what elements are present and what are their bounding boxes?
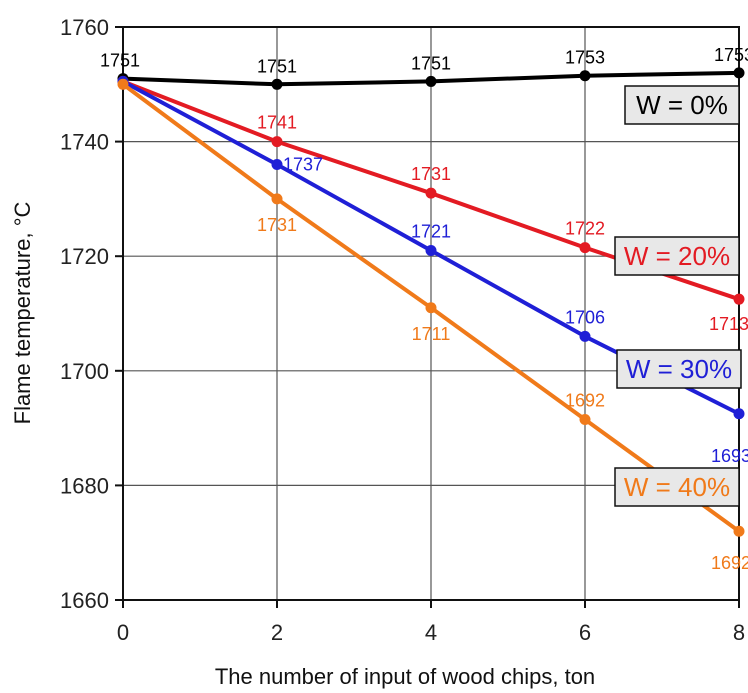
- legend-item-w40: W = 40%: [614, 467, 740, 507]
- legend-item-w0: W = 0%: [624, 85, 740, 125]
- x-axis-ticks: 0 2 4 6 8: [117, 600, 745, 645]
- legend-label: W = 40%: [624, 472, 730, 502]
- legend-label: W = 30%: [626, 354, 732, 384]
- data-label: 1711: [412, 324, 451, 344]
- y-axis-ticks: 1660 1680 1700 1720 1740 1760: [60, 15, 123, 613]
- y-axis-title: Flame temperature, °C: [10, 202, 35, 425]
- data-labels: 1751 1751 1751 1753 1753 1741 1731 1722 1713 1737…: [100, 45, 748, 573]
- data-label: 1692: [565, 391, 605, 411]
- data-label: 1692: [711, 553, 748, 573]
- data-point: [117, 78, 129, 90]
- data-point: [733, 525, 745, 537]
- data-label: 1751: [257, 56, 297, 76]
- y-tick-label: 1720: [60, 244, 109, 269]
- x-tick-label: 8: [733, 620, 745, 645]
- y-tick-label: 1660: [60, 588, 109, 613]
- data-label: 1753: [714, 45, 748, 65]
- x-tick-label: 2: [271, 620, 283, 645]
- data-point: [579, 70, 591, 82]
- data-point: [733, 67, 745, 79]
- legend-item-w30: W = 30%: [616, 349, 742, 389]
- x-axis-title: The number of input of wood chips, ton: [215, 664, 595, 689]
- data-point: [579, 242, 591, 254]
- data-point: [733, 293, 745, 305]
- data-label: 1751: [411, 53, 451, 73]
- legend-item-w20: W = 20%: [614, 236, 740, 276]
- data-label: 1713: [709, 314, 748, 334]
- data-label: 1751: [100, 51, 140, 71]
- data-label: 1693: [711, 446, 748, 466]
- legend-labels: W = 0% W = 20% W = 30% W = 40%: [614, 85, 742, 507]
- data-point: [425, 75, 437, 87]
- data-label: 1753: [565, 48, 605, 68]
- x-tick-label: 0: [117, 620, 129, 645]
- data-point: [733, 408, 745, 420]
- legend-box: [614, 467, 740, 507]
- legend-box: [614, 236, 740, 276]
- data-label: 1706: [565, 307, 605, 327]
- data-point: [271, 193, 283, 205]
- legend-box: [624, 85, 740, 125]
- legend-label: W = 20%: [624, 241, 730, 271]
- grid: [123, 27, 739, 600]
- y-tick-label: 1680: [60, 473, 109, 498]
- data-label: 1731: [257, 215, 297, 235]
- data-point: [425, 244, 437, 256]
- y-tick-label: 1700: [60, 359, 109, 384]
- data-point: [271, 136, 283, 148]
- data-label: 1722: [565, 219, 605, 239]
- data-point: [425, 187, 437, 199]
- legend-label: W = 0%: [636, 90, 728, 120]
- data-point: [271, 78, 283, 90]
- data-label: 1741: [257, 113, 297, 133]
- y-tick-label: 1760: [60, 15, 109, 40]
- x-tick-label: 6: [579, 620, 591, 645]
- legend-box: [616, 349, 742, 389]
- data-point: [579, 330, 591, 342]
- data-point: [425, 302, 437, 314]
- data-point: [579, 414, 591, 426]
- x-tick-label: 4: [425, 620, 437, 645]
- data-label: 1721: [411, 221, 451, 241]
- data-label: 1737: [283, 155, 323, 175]
- data-point: [271, 159, 283, 171]
- y-tick-label: 1740: [60, 130, 109, 155]
- data-label: 1731: [411, 164, 451, 184]
